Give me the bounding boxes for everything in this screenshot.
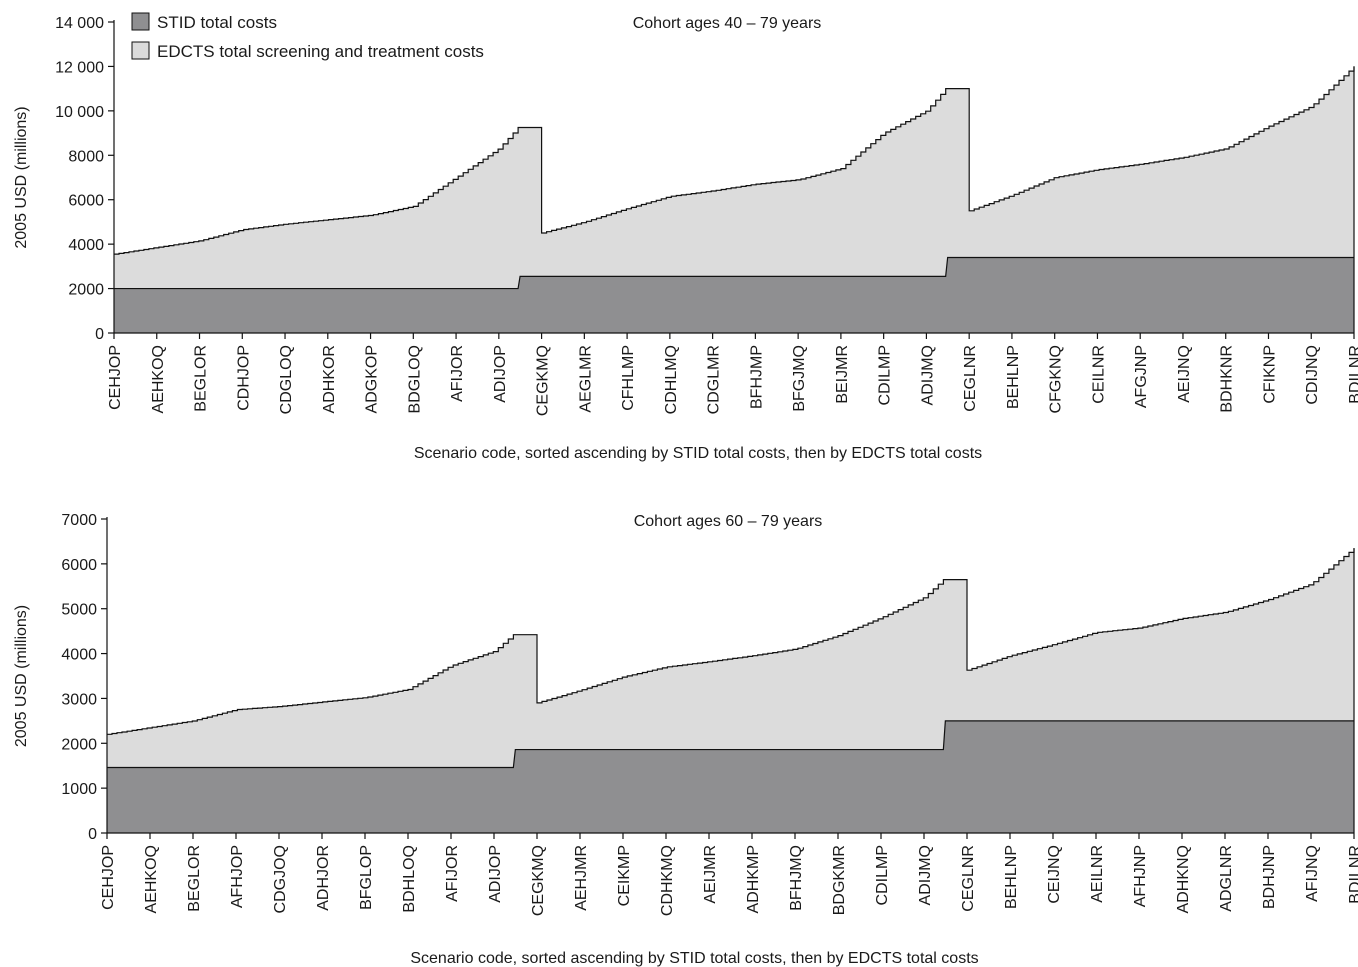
x-axis-title: Scenario code, sorted ascending by STID …: [410, 950, 978, 967]
x-tick-label: ADHKOR: [321, 345, 338, 413]
x-tick-label: BDILNR: [1347, 345, 1358, 404]
x-tick-label: ADIJOP: [487, 845, 504, 903]
y-tick-label: 1000: [61, 781, 97, 798]
x-tick-label: CDGLOQ: [278, 345, 295, 414]
y-tick-label: 4000: [68, 237, 104, 254]
edcts-line: [114, 66, 1355, 255]
chart-panel-40-79: 0 2000 4000 6000 8000 10 000 12 000 14 000 CEHJO…: [13, 12, 1358, 462]
x-tick-label: AEHJMR: [573, 845, 590, 911]
x-tick-label: BFGLOP: [358, 845, 375, 910]
x-tick-label: CDIJNQ: [1304, 345, 1321, 405]
y-tick-label: 12 000: [55, 59, 104, 76]
y-axis-title: 2005 USD (millions): [13, 605, 30, 747]
x-tick-label: ADIJMQ: [919, 345, 936, 405]
y-tick-label: 14 000: [55, 15, 104, 32]
y-tick-label: 8000: [68, 148, 104, 165]
x-tick-label: CEGKMQ: [535, 345, 552, 416]
x-tick-label: ADHJOR: [315, 845, 332, 911]
x-tick-label: ADHKMP: [745, 845, 762, 913]
stid-area: [107, 720, 1354, 833]
x-tick-label: BDHKNR: [1219, 345, 1236, 413]
chart-title: Cohort ages 40 – 79 years: [633, 15, 822, 32]
x-tick-label: AFIJNQ: [1304, 845, 1321, 902]
legend-label: EDCTS total screening and treatment cost…: [157, 42, 484, 61]
legend: STID total costs EDCTS total screening an…: [131, 12, 484, 61]
x-tick-label: CEHJOP: [100, 845, 117, 910]
x-tick-label: BDHLOQ: [401, 845, 418, 913]
x-tick-label: CEHJOP: [107, 345, 124, 410]
x-tick-label: BFHJMQ: [788, 845, 805, 911]
x-tick-label: CDILMP: [874, 845, 891, 905]
edcts-line: [107, 548, 1355, 735]
x-tick-label: BFGJMQ: [791, 345, 808, 412]
x-tick-label: ADIJMQ: [917, 845, 934, 905]
y-tick-label: 6000: [61, 557, 97, 574]
x-tick-label: CFGKNQ: [1048, 345, 1065, 413]
x-tick-label: CDGLMR: [706, 345, 723, 414]
x-tick-label: BEHLNP: [1003, 845, 1020, 909]
y-tick-label: 3000: [61, 691, 97, 708]
x-tick-label: BEGLOR: [186, 845, 203, 912]
x-tick-label: AFHJOP: [229, 845, 246, 908]
x-tick-label: BEIJMR: [834, 345, 851, 404]
stid-area: [114, 257, 1354, 333]
x-tick-label: CEIKMP: [616, 845, 633, 906]
x-tick-label: AFHJNP: [1132, 845, 1149, 907]
y-tick-label: 0: [88, 826, 97, 843]
x-tick-label: CEGLNR: [960, 845, 977, 912]
y-tick-label: 6000: [68, 193, 104, 210]
x-tick-label: AEILNR: [1089, 845, 1106, 903]
y-tick-label: 0: [95, 326, 104, 343]
x-tick-label: CFHLMP: [620, 345, 637, 411]
x-tick-label: CEILNR: [1090, 345, 1107, 404]
stid-line: [107, 720, 1354, 769]
legend-swatch: [131, 41, 150, 60]
x-tick-label: AEIJMR: [702, 845, 719, 904]
y-tick-label: 7000: [61, 512, 97, 529]
legend-label: STID total costs: [157, 13, 277, 32]
x-tick-label: AFIJOR: [449, 345, 466, 402]
y-tick-label: 10 000: [55, 104, 104, 121]
x-tick-label: BEGLOR: [193, 345, 210, 412]
x-tick-label: BDILNR: [1347, 845, 1358, 904]
x-tick-label: CEGLNR: [962, 345, 979, 412]
chart-title: Cohort ages 60 – 79 years: [634, 513, 823, 530]
chart-panel-60-79: 0 1000 2000 3000 4000 5000 6000 7000 CEHJOP AEHKO…: [13, 512, 1358, 967]
stid-line: [114, 256, 1354, 290]
x-tick-label: AFIJOR: [444, 845, 461, 902]
x-axis-title: Scenario code, sorted ascending by STID …: [414, 445, 982, 462]
x-tick-label: CDILMP: [877, 345, 894, 405]
y-tick-label: 2000: [61, 736, 97, 753]
x-tick-label: BFHJMP: [748, 345, 765, 409]
x-tick-label: AEHKOQ: [143, 845, 160, 913]
x-tick-label: BDHJNP: [1261, 845, 1278, 909]
x-tick-label: ADHKNQ: [1175, 845, 1192, 913]
y-tick-label: 2000: [68, 282, 104, 299]
x-tick-label: CEIJNQ: [1046, 845, 1063, 904]
x-tick-label: ADGLNR: [1218, 845, 1235, 912]
x-tick-label: BEHLNP: [1005, 345, 1022, 409]
x-tick-label: AEGLMR: [577, 345, 594, 413]
x-tick-label: AEIJNQ: [1176, 345, 1193, 403]
x-tick-label: BDGLOQ: [406, 345, 423, 413]
x-tick-label: CDHKMQ: [659, 845, 676, 916]
x-tick-label: CDHJOP: [235, 345, 252, 411]
x-tick-label: AFGJNP: [1133, 345, 1150, 408]
y-tick-label: 5000: [61, 602, 97, 619]
x-tick-label: CDGJOQ: [272, 845, 289, 913]
x-tick-label: CFIKNP: [1261, 345, 1278, 404]
x-tick-label: CEGKMQ: [530, 845, 547, 916]
x-tick-label: BDGKMR: [831, 845, 848, 915]
x-tick-label: ADGKOP: [364, 345, 381, 413]
legend-swatch: [131, 12, 150, 31]
x-tick-label: ADIJOP: [492, 345, 509, 403]
x-tick-label: AEHKOQ: [150, 345, 167, 413]
y-axis-title: 2005 USD (millions): [13, 106, 30, 248]
x-tick-label: CDHLMQ: [663, 345, 680, 414]
y-tick-label: 4000: [61, 647, 97, 664]
